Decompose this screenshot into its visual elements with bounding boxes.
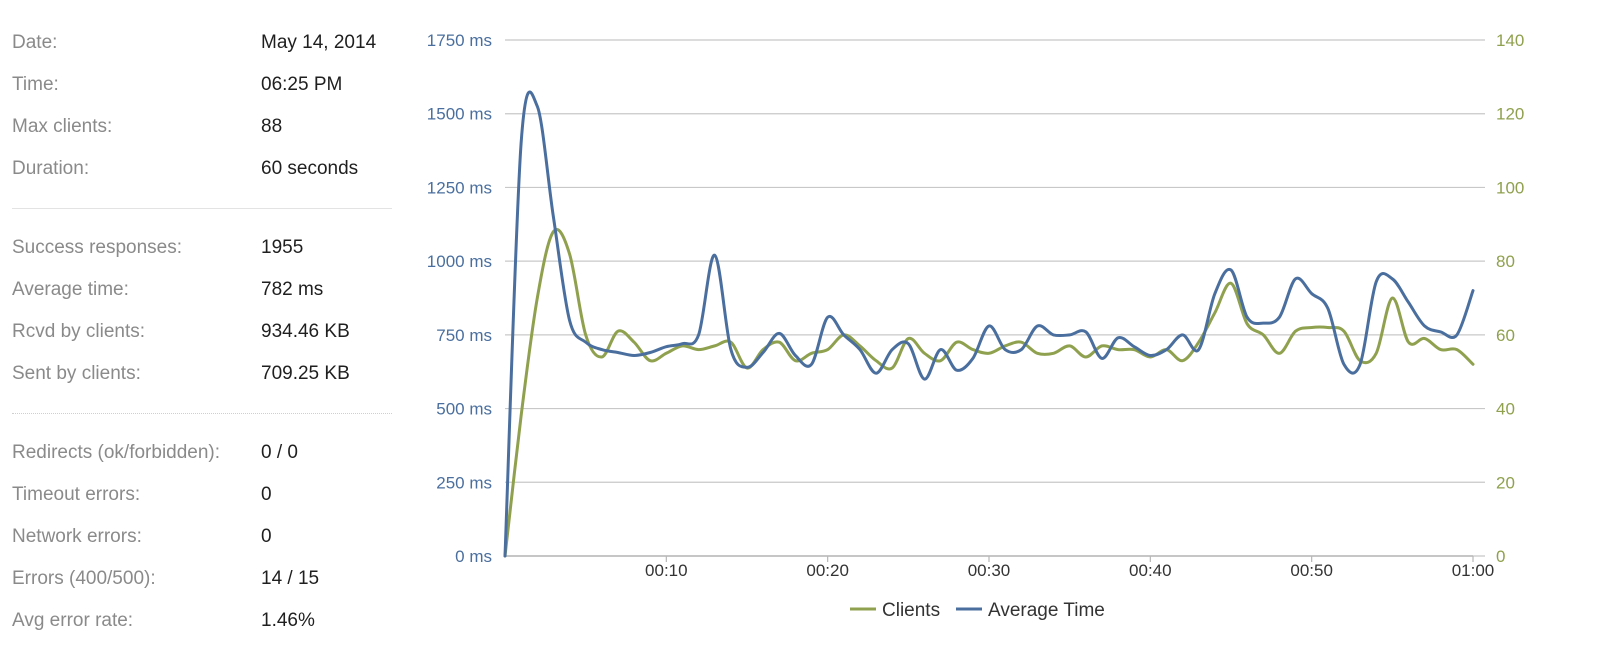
y-right-tick-label: 0 (1496, 547, 1505, 566)
stat-value: 06:25 PM (261, 74, 343, 95)
stat-value: 934.46 KB (261, 321, 350, 342)
series-line-clients (503, 228, 1475, 558)
stat-label: Avg error rate: (12, 610, 134, 631)
x-tick-label: 00:50 (1290, 561, 1333, 580)
stat-row: Max clients: 88 (12, 106, 392, 148)
stat-row: Date: May 14, 2014 (12, 22, 392, 64)
stat-value: 0 (261, 526, 272, 547)
y-right-tick-label: 100 (1496, 178, 1524, 197)
y-left-tick-label: 0 ms (455, 547, 492, 566)
y-left-tick-label: 500 ms (436, 400, 492, 419)
stat-value: 709.25 KB (261, 363, 350, 384)
stat-label: Rcvd by clients: (12, 321, 146, 342)
stats-panel: Date: May 14, 2014 Time: 06:25 PM Max client… (12, 22, 392, 642)
stat-value: 782 ms (261, 279, 324, 300)
stat-row: Time: 06:25 PM (12, 64, 392, 106)
stat-row: Avg error rate: 1.46% (12, 600, 392, 642)
stat-label: Max clients: (12, 116, 113, 137)
x-tick-label: 00:40 (1129, 561, 1172, 580)
y-left-tick-label: 250 ms (436, 473, 492, 492)
legend-label-average-time: Average Time (988, 600, 1105, 621)
y-left-tick-label: 1000 ms (427, 252, 492, 271)
stat-row: Sent by clients: 709.25 KB (12, 353, 392, 395)
x-tick-label: 00:30 (968, 561, 1011, 580)
stat-value: May 14, 2014 (261, 32, 377, 53)
stat-row: Network errors: 0 (12, 516, 392, 558)
stat-row: Duration: 60 seconds (12, 148, 392, 190)
stat-label: Success responses: (12, 237, 183, 258)
stat-row: Rcvd by clients: 934.46 KB (12, 311, 392, 353)
y-left-tick-label: 750 ms (436, 326, 492, 345)
y-right-tick-label: 120 (1496, 105, 1524, 124)
stat-row: Errors (400/500): 14 / 15 (12, 558, 392, 600)
y-right-tick-label: 40 (1496, 400, 1515, 419)
stat-value: 88 (261, 116, 283, 137)
stat-label: Redirects (ok/forbidden): (12, 442, 221, 463)
stat-label: Timeout errors: (12, 484, 141, 505)
y-right-tick-label: 20 (1496, 473, 1515, 492)
stat-label: Average time: (12, 279, 129, 300)
stat-value: 0 / 0 (261, 442, 298, 463)
y-right-tick-label: 60 (1496, 326, 1515, 345)
y-left-tick-label: 1250 ms (427, 178, 492, 197)
x-tick-label: 00:20 (806, 561, 849, 580)
chart-area: 0 ms 250 ms 500 ms 750 ms 1000 ms 1250 ms 1500… (400, 0, 1600, 645)
stat-label: Date: (12, 32, 58, 53)
series-line-average-time (503, 90, 1475, 558)
stat-label: Network errors: (12, 526, 142, 547)
response-time-chart: 0 ms 250 ms 500 ms 750 ms 1000 ms 1250 ms 1500… (427, 31, 1525, 621)
stat-row: Success responses: 1955 (12, 227, 392, 269)
stat-label: Errors (400/500): (12, 568, 156, 589)
stat-row: Redirects (ok/forbidden): 0 / 0 (12, 432, 392, 474)
stat-label: Time: (12, 74, 59, 95)
stat-value: 14 / 15 (261, 568, 320, 589)
stats-divider (12, 208, 392, 209)
stat-row: Timeout errors: 0 (12, 474, 392, 516)
stat-label: Duration: (12, 158, 90, 179)
x-tick-label: 00:10 (645, 561, 688, 580)
stat-label: Sent by clients: (12, 363, 141, 384)
legend-label-clients: Clients (882, 600, 940, 621)
stat-value: 60 seconds (261, 158, 359, 179)
y-left-tick-label: 1500 ms (427, 105, 492, 124)
stat-value: 1955 (261, 237, 304, 258)
stat-value: 1.46% (261, 610, 315, 631)
y-left-tick-label: 1750 ms (427, 31, 492, 50)
y-right-tick-label: 140 (1496, 31, 1524, 50)
x-tick-label: 01:00 (1452, 561, 1495, 580)
stat-row: Average time: 782 ms (12, 269, 392, 311)
y-right-tick-label: 80 (1496, 252, 1515, 271)
stat-value: 0 (261, 484, 272, 505)
stats-divider (12, 413, 392, 414)
